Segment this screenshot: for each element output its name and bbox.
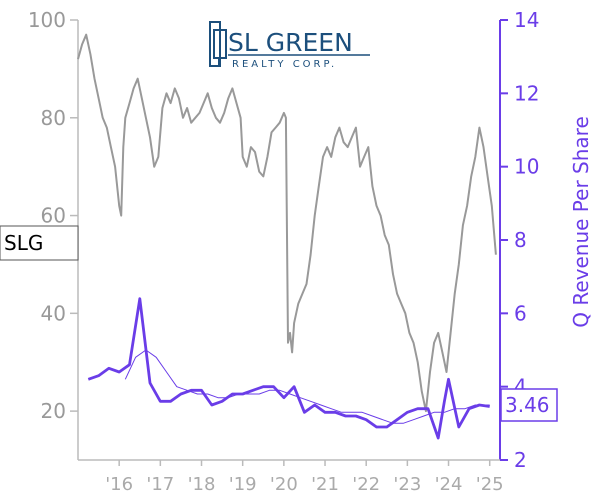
left-tick-label: 40 — [41, 301, 66, 325]
right-tick-label: 8 — [514, 228, 527, 252]
left-axis-ticks: 20 40 60 80 100 — [28, 8, 78, 423]
logo-company-name: SL GREEN — [228, 28, 353, 57]
ticker-label: SLG — [4, 231, 43, 255]
logo-tagline: REALTY CORP. — [232, 59, 337, 70]
x-tick-label: '19 — [229, 474, 257, 495]
x-tick-label: '25 — [476, 474, 504, 495]
x-tick-label: '21 — [311, 474, 339, 495]
company-logo: SL GREEN REALTY CORP. — [209, 21, 370, 70]
left-tick-label: 80 — [41, 106, 66, 130]
logo-mark-icon — [209, 21, 227, 67]
right-tick-label: 12 — [514, 81, 539, 105]
left-tick-label: 100 — [28, 8, 66, 32]
x-axis-ticks: '16 '17 '18 '19 '20 '21 '22 '23 '24 '25 — [105, 460, 504, 495]
x-tick-label: '24 — [435, 474, 463, 495]
left-tick-label: 20 — [41, 399, 66, 423]
x-tick-label: '17 — [146, 474, 174, 495]
last-value-label: 3.46 — [505, 393, 550, 417]
x-tick-label: '18 — [188, 474, 216, 495]
right-tick-label: 2 — [514, 448, 527, 472]
right-tick-label: 10 — [514, 155, 539, 179]
right-tick-label: 14 — [514, 8, 539, 32]
last-value-box: 3.46 — [500, 388, 558, 422]
series-layer — [77, 33, 497, 440]
left-tick-label: 60 — [41, 204, 66, 228]
x-tick-label: '22 — [352, 474, 380, 495]
right-axis-label: Q Revenue Per Share — [569, 116, 593, 328]
x-tick-label: '20 — [270, 474, 298, 495]
revenue-series-line — [87, 297, 490, 440]
right-tick-label: 6 — [514, 301, 527, 325]
revenue-trend-line — [124, 349, 490, 424]
ticker-label-box: SLG — [0, 225, 79, 261]
x-tick-label: '23 — [393, 474, 421, 495]
price-series-line — [77, 33, 497, 413]
x-tick-label: '16 — [105, 474, 133, 495]
